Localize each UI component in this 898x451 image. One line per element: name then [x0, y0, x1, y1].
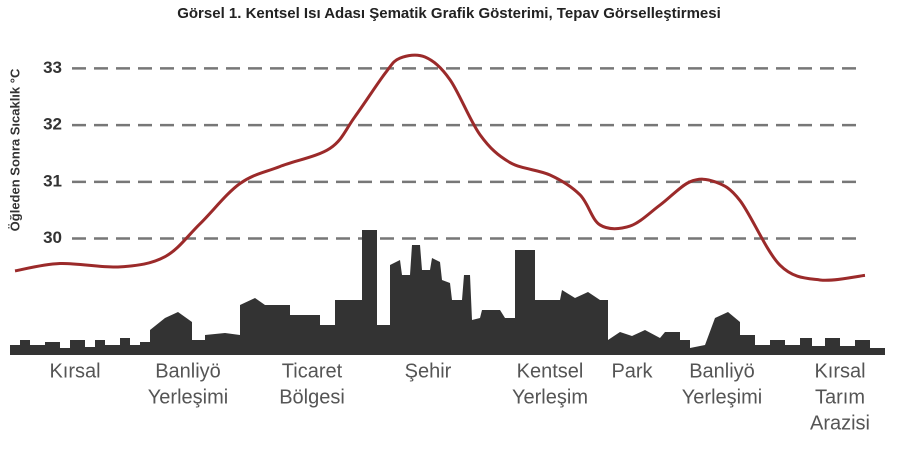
x-tick-label: Yerleşim — [512, 386, 588, 408]
x-tick-label: Yerleşimi — [682, 386, 762, 408]
y-tick-label: 31 — [43, 171, 62, 190]
x-tick-label: Şehir — [405, 360, 452, 382]
x-tick-label: Yerleşimi — [148, 386, 228, 408]
y-axis-label: Öğleden Sonra Sıcaklık °C — [7, 68, 22, 231]
skyline-shape — [10, 230, 608, 355]
y-tick-label: 32 — [43, 115, 62, 134]
chart-title: Görsel 1. Kentsel Isı Adası Şematik Graf… — [177, 5, 721, 22]
skyline — [10, 230, 885, 355]
skyline-shape — [608, 312, 885, 355]
x-tick-label: Kırsal — [49, 360, 100, 382]
x-tick-label: Kentsel — [517, 360, 584, 382]
x-tick-label: Banliyö — [155, 360, 221, 382]
x-tick-label: Ticaret — [282, 360, 343, 382]
x-tick-label: Banliyö — [689, 360, 755, 382]
x-tick-label: Bölgesi — [279, 386, 345, 408]
x-tick-label: Kırsal — [814, 360, 865, 382]
y-tick-label: 30 — [43, 228, 62, 247]
x-tick-label: Arazisi — [810, 412, 870, 434]
x-tick-label: Tarım — [815, 386, 865, 408]
x-tick-label: Park — [611, 360, 653, 382]
y-tick-label: 33 — [43, 58, 62, 77]
line — [14, 53, 866, 282]
